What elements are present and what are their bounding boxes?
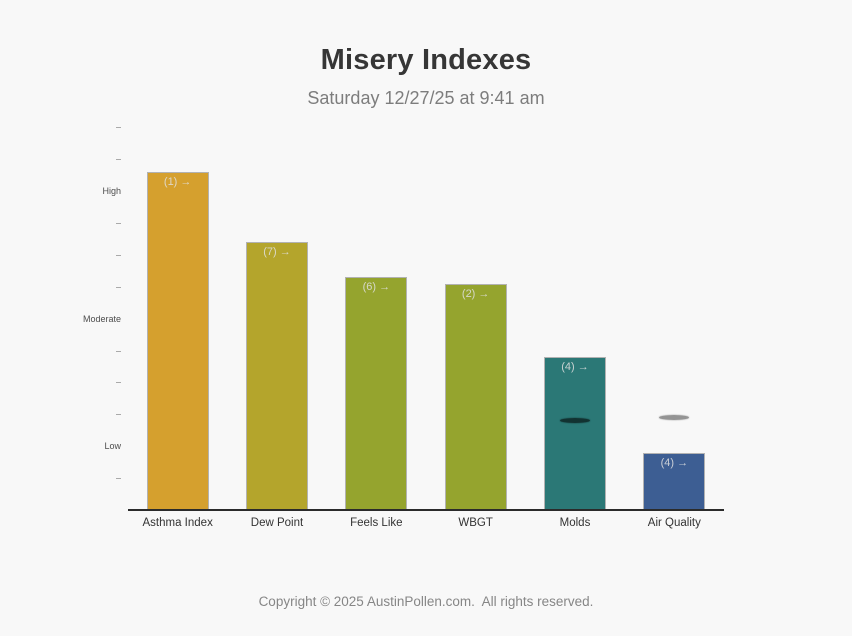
bar-rank-label: (6) → bbox=[362, 281, 391, 294]
bar: (4) → bbox=[643, 452, 706, 510]
bar-rank-label: (2) → bbox=[461, 287, 490, 300]
chart-subtitle: Saturday 12/27/25 at 9:41 am bbox=[307, 88, 545, 108]
y-tick bbox=[116, 414, 121, 416]
bar-rank-label: (4) → bbox=[561, 360, 589, 373]
bar: (6) → bbox=[345, 277, 408, 510]
y-tick bbox=[116, 222, 121, 224]
y-tick bbox=[116, 286, 121, 288]
bar: (7) → bbox=[246, 242, 308, 510]
bar-rank-label: (7) → bbox=[263, 246, 291, 259]
bar-rank-label: (1) → bbox=[163, 175, 192, 188]
x-axis-line bbox=[128, 509, 724, 511]
bar: (1) → bbox=[146, 171, 209, 510]
x-axis-label: WBGT bbox=[458, 517, 493, 529]
bar: (2) → bbox=[444, 283, 507, 510]
y-axis-label: Low bbox=[104, 441, 121, 452]
bar-rank-label: (4) → bbox=[660, 456, 689, 469]
x-axis-label: Dew Point bbox=[250, 517, 304, 529]
x-axis-label: Asthma Index bbox=[142, 517, 213, 529]
x-axis-label: Molds bbox=[559, 517, 591, 529]
y-tick bbox=[116, 382, 121, 384]
y-tick bbox=[116, 350, 121, 352]
trend-marker bbox=[659, 414, 690, 420]
trend-marker bbox=[560, 418, 590, 424]
x-axis-label: Feels Like bbox=[350, 517, 403, 529]
y-tick bbox=[116, 127, 121, 129]
bar: (4) → bbox=[544, 356, 606, 510]
y-axis-label: High bbox=[102, 186, 121, 196]
y-axis-label: Moderate bbox=[82, 313, 121, 324]
x-axis-label: Air Quality bbox=[647, 517, 701, 529]
y-tick bbox=[116, 254, 121, 256]
copyright-text: Copyright © 2025 AustinPollen.com. All r… bbox=[258, 594, 594, 609]
y-tick bbox=[116, 159, 121, 161]
y-tick bbox=[116, 478, 121, 480]
chart-title: Misery Indexes bbox=[320, 44, 532, 76]
